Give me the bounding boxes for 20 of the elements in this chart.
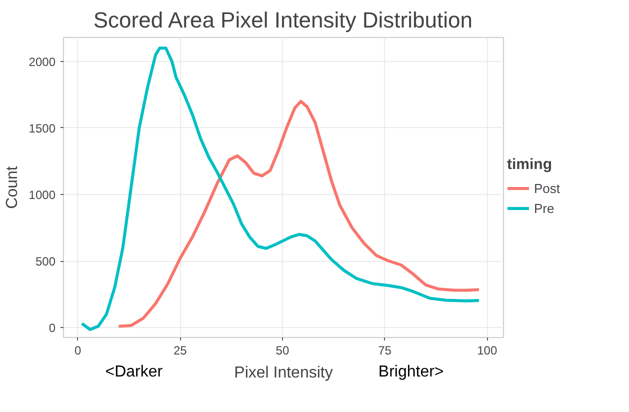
x-tick-label: 100 xyxy=(477,344,498,358)
x-axis-title: Pixel Intensity xyxy=(234,364,333,382)
y-tick-label: 2000 xyxy=(28,54,56,69)
x-tick-label: 50 xyxy=(276,344,290,358)
legend-title: timing xyxy=(507,156,553,173)
y-axis-title: Count xyxy=(4,166,21,209)
chart-title: Scored Area Pixel Intensity Distribution xyxy=(93,8,472,32)
text: Brighter> xyxy=(378,364,444,380)
x-tick-label: 75 xyxy=(378,344,392,358)
y-tick-label: 0 xyxy=(48,321,56,336)
x-tick-label: 0 xyxy=(74,344,82,358)
y-tick-label: 1000 xyxy=(28,188,56,202)
legend-label: Post xyxy=(534,180,560,196)
legend-label: Pre xyxy=(534,200,554,216)
text: <Darker xyxy=(105,364,164,380)
line-series xyxy=(117,100,480,328)
x-tick-label: 25 xyxy=(173,344,188,358)
line-series xyxy=(80,46,480,332)
y-tick-label: 1500 xyxy=(28,121,56,136)
y-tick-label: 500 xyxy=(35,254,56,269)
